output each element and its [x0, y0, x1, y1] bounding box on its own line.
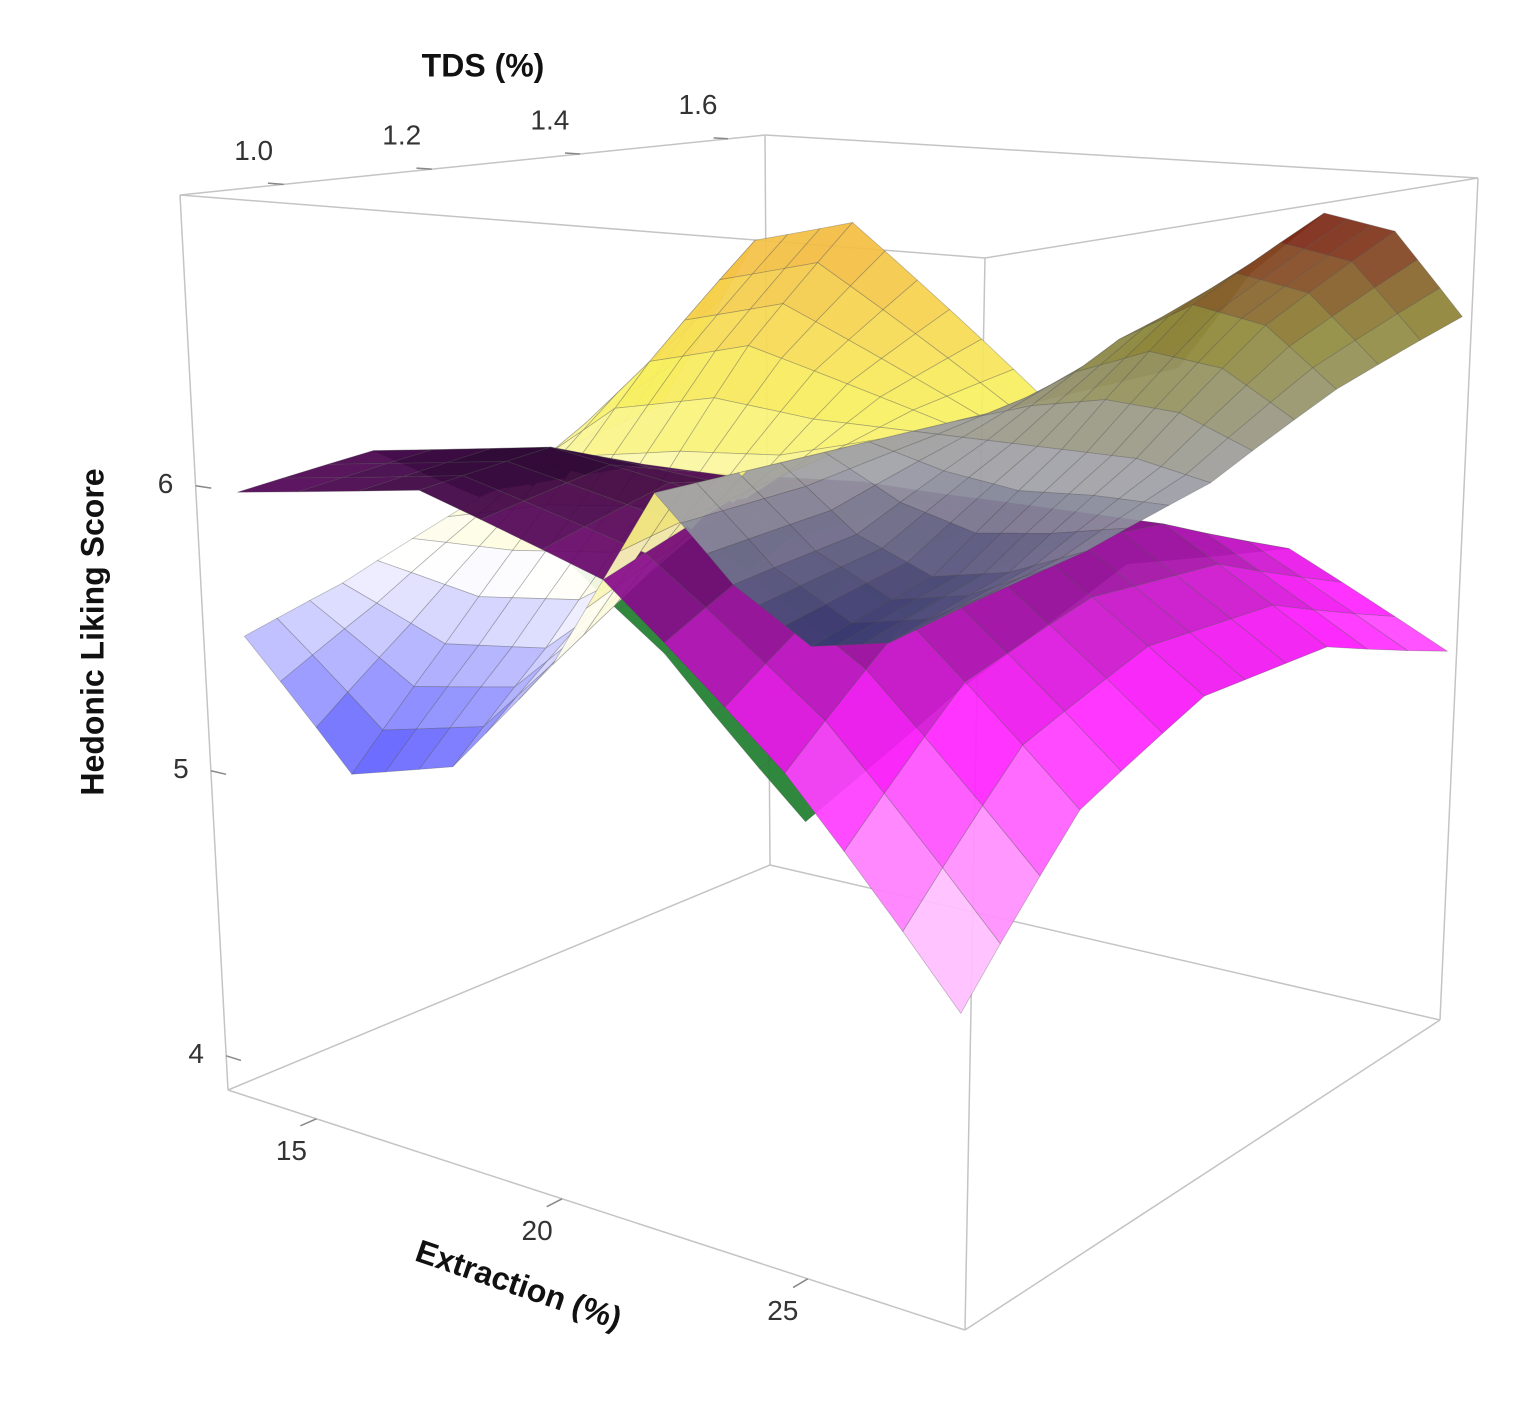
box-edge: [227, 864, 771, 1091]
z-tick: [225, 1055, 242, 1062]
surface-patch: [1142, 474, 1212, 506]
box-edge: [179, 194, 229, 1091]
box-edge: [984, 177, 1479, 259]
surface-patch: [1352, 613, 1449, 652]
x-tick-label: 25: [767, 1295, 798, 1326]
x-tick: [792, 1278, 809, 1289]
y-tick-label: 1.2: [382, 120, 421, 151]
y-tick: [713, 137, 729, 140]
surface-patch: [1396, 287, 1463, 341]
y-tick: [564, 152, 580, 155]
box-edge: [227, 1089, 966, 1331]
x-axis-title: Extraction (%): [411, 1233, 626, 1337]
z-axis-title: Hedonic Liking Score: [74, 468, 110, 795]
surface-patch: [1185, 437, 1254, 484]
surface-patch: [1271, 604, 1369, 650]
y-axis-title: TDS (%): [422, 47, 545, 83]
z-tick: [195, 484, 212, 489]
x-tick-label: 15: [276, 1135, 307, 1166]
surface-patch: [981, 568, 1047, 598]
box-edge: [764, 134, 1479, 179]
y-tick-label: 1.6: [679, 89, 718, 120]
y-tick-label: 1.0: [234, 135, 273, 166]
surface-patch: [941, 586, 1008, 618]
z-tick-label: 6: [158, 468, 174, 499]
surface-patch: [1105, 645, 1205, 734]
box-edge: [769, 864, 1441, 1021]
surface-patch: [902, 867, 1001, 1015]
x-tick-label: 20: [522, 1215, 553, 1246]
z-tick-label: 4: [188, 1038, 204, 1069]
box-edge: [964, 1019, 1441, 1331]
surface-patch: [878, 409, 948, 432]
box-edge: [179, 134, 766, 196]
surface-patch: [1022, 710, 1122, 811]
x-tick: [300, 1118, 317, 1127]
surface-patch: [1059, 527, 1128, 559]
y-tick: [416, 167, 432, 170]
x-tick: [546, 1198, 563, 1208]
z-tick-label: 5: [173, 753, 189, 784]
box-edge: [1439, 177, 1479, 1021]
y-tick-label: 1.4: [530, 104, 569, 135]
y-tick: [267, 182, 284, 186]
surface-patch: [1227, 401, 1295, 452]
z-tick: [210, 770, 227, 776]
